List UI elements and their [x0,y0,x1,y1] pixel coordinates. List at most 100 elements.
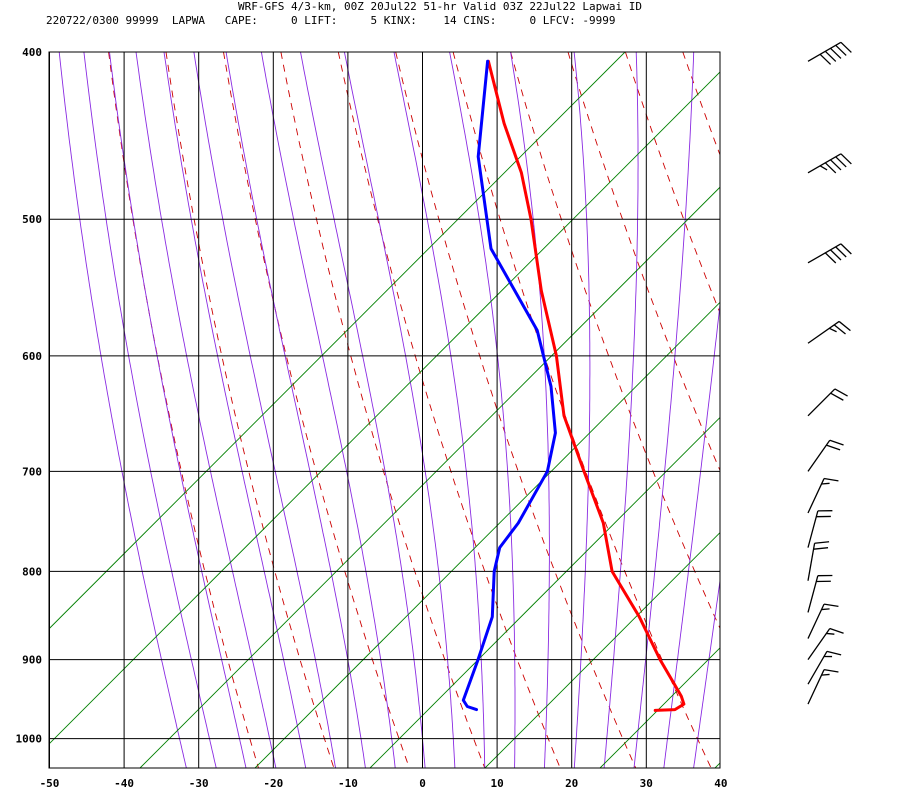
wind-barb-feather [819,53,832,65]
wind-barb-feather [835,246,847,258]
moist-adiabat-line [225,52,366,768]
x-tick-label: -10 [338,777,358,790]
moist-adiabat-line [573,52,591,768]
moist-adiabat-line [449,52,516,768]
plot-frame [48,51,721,769]
wind-barb [807,650,842,685]
x-tick-label: 20 [565,777,578,790]
mixing-ratio-line [369,416,720,768]
dewpoint-trace [461,59,557,712]
mixing-ratio-line [714,762,720,768]
wind-barb [807,627,844,661]
wind-barb-staff [807,243,842,264]
moist-adiabat-line [343,52,456,768]
moist-adiabat-line [83,52,217,768]
wind-barb [807,603,839,639]
dry-adiabat-line [567,52,720,472]
wind-barb-staff [807,388,836,417]
wind-barb-staff [807,543,816,581]
wind-barb-feather [826,444,841,451]
x-tick-label: 10 [490,777,503,790]
moist-adiabat-line [163,52,307,768]
moist-adiabat-line [58,52,187,768]
y-tick-label: 1000 [16,733,43,746]
wind-barb-feather [829,327,837,333]
wind-barb [807,320,851,344]
dry-adiabat-line [108,52,259,768]
dry-adiabat-line [337,52,561,768]
wind-barb-feather [824,50,837,62]
wind-barb-feather [821,673,830,676]
dry-adiabat-line [740,52,900,768]
x-tick-label: -40 [114,777,134,790]
wind-barb-feather [830,392,844,401]
wind-barb-feather [830,249,842,261]
sounding-stats-line: 220722/0300 99999 LAPWA CAPE: 0 LIFT: 5 … [46,14,616,27]
mixing-ratio-line [49,71,720,745]
wind-barb-staff [807,510,819,548]
mixing-ratio-line [254,301,720,768]
x-tick-label: 40 [714,777,727,790]
wind-barb-staff [807,41,842,62]
wind-barb-feather [824,162,837,174]
mixing-ratio-line [49,52,626,630]
moist-adiabat-line [300,52,426,768]
dry-adiabat-line [855,52,900,768]
wind-barb-staff [807,153,842,174]
wind-barbs [807,41,852,705]
x-tick-label: -20 [263,777,283,790]
wind-barb-staff [807,575,819,613]
wind-barb-feather [840,243,852,255]
x-tick-label: 0 [419,777,426,790]
moist-adiabat-line [135,52,277,768]
wind-barb-staff [807,320,840,344]
wind-barb-feather [835,156,847,168]
dry-adiabat-line [165,52,335,768]
moist-adiabat-line [193,52,337,768]
wind-barb [807,41,852,65]
wind-barb-feather [833,324,846,335]
moist-adiabat-line [510,52,550,768]
wind-barb-feather [823,477,839,482]
wind-barb-feather [813,547,829,550]
moist-adiabat-line [603,52,639,768]
dry-adiabat-line [624,52,720,315]
y-tick-label: 800 [22,565,42,578]
wind-barb [807,388,848,417]
x-tick-label: 30 [640,777,653,790]
moist-adiabat-line [693,577,720,768]
dry-adiabat-line [452,52,712,768]
y-tick-label: 900 [22,654,42,667]
wind-barb-feather [821,482,830,485]
wind-barb-staff [807,478,825,514]
wind-barb-feather [840,41,852,53]
wind-barb-feather [814,541,830,544]
chart-grid [49,52,720,768]
y-tick-label: 500 [22,213,42,226]
y-axis-ticks: 400 500 600 700 800 900 1000 [16,46,43,746]
y-tick-label: 700 [22,465,42,478]
moist-adiabat-line [633,52,695,768]
dry-adiabat-line [682,52,720,157]
wind-barb-staff [807,669,825,705]
y-tick-label: 400 [22,46,42,59]
wind-barb [807,669,839,705]
wind-barb [807,243,852,264]
mixing-ratio-line [599,647,720,768]
x-tick-label: -50 [40,777,60,790]
mixing-ratio-line [830,52,900,768]
dry-adiabat-line [395,52,637,768]
wind-barb [807,439,844,472]
wind-barb-feather [826,632,835,635]
wind-barb-feather [829,627,844,634]
dry-adiabats [108,52,900,768]
wind-barb [807,541,830,581]
sounding-traces [461,59,686,712]
moist-adiabat-line [663,300,720,768]
mixing-ratio-line [484,532,720,768]
temperature-trace [486,59,686,712]
wind-barb-feather [835,44,847,56]
wind-barb [807,477,839,514]
wind-barb-feather [821,608,830,611]
wind-barb-feather [830,159,842,171]
